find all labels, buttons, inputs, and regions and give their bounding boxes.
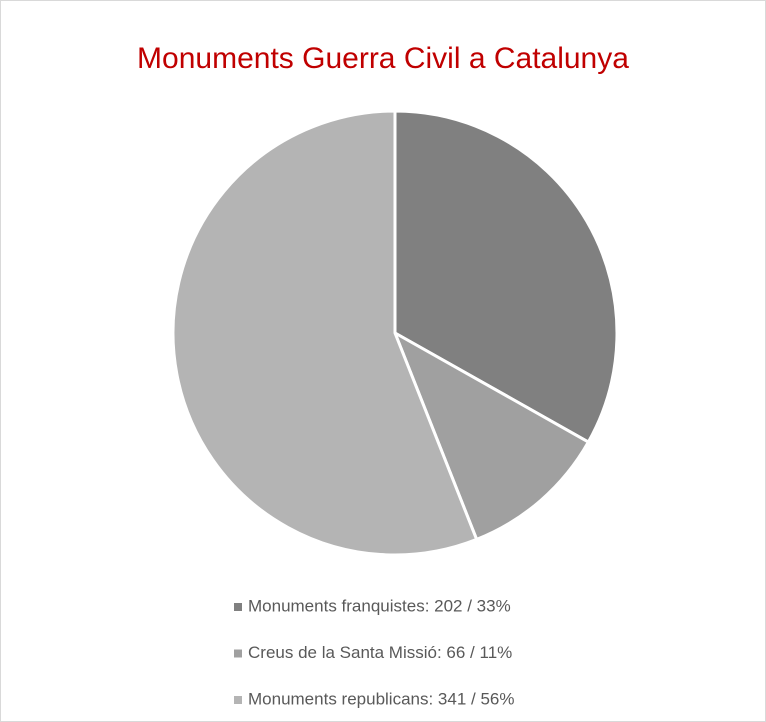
chart-title: Monuments Guerra Civil a Catalunya <box>137 42 629 75</box>
pie-slice <box>392 329 591 542</box>
legend-marker <box>234 603 242 611</box>
legend-marker <box>234 649 242 658</box>
legend-label: Monuments republicans: 341 / 56% <box>248 689 515 708</box>
legend-label: Monuments franquistes: 202 / 33% <box>248 596 511 615</box>
pie-slice <box>393 109 619 445</box>
legend-label: Creus de la Santa Missió: 66 / 11% <box>248 643 512 662</box>
pie-slice <box>171 109 479 557</box>
legend-marker <box>234 696 242 704</box>
